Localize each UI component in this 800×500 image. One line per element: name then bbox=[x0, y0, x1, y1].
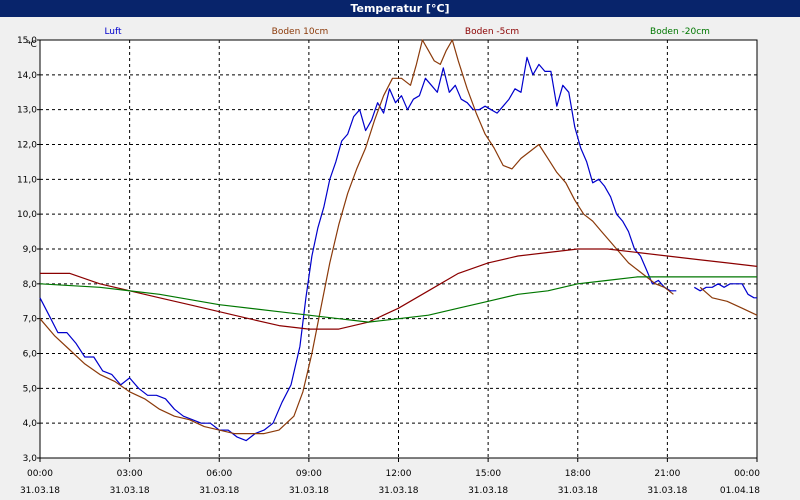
series-line-2 bbox=[39, 39, 758, 435]
series-line-1 bbox=[39, 56, 757, 442]
y-tick-label: 12,0 bbox=[17, 141, 37, 151]
series-line-4 bbox=[39, 276, 757, 323]
x-tick-date: 31.03.18 bbox=[468, 486, 508, 496]
x-tick-time: 06:00 bbox=[206, 469, 232, 479]
x-tick-date: 31.03.18 bbox=[378, 486, 418, 496]
x-tick-time: 09:00 bbox=[296, 469, 322, 479]
x-tick-date: 31.03.18 bbox=[199, 486, 239, 496]
x-axis: 00:00 31.03.18 03:00 31.03.18 06:00 31.03.18 0… bbox=[20, 458, 760, 496]
x-tick-time: 12:00 bbox=[386, 469, 412, 479]
legend-entry-4: Boden -20cm bbox=[650, 27, 710, 37]
x-tick-time: 15:00 bbox=[475, 469, 501, 479]
y-axis: 3,0 4,0 5,0 6,0 7,0 8,0 9,0 10,0 11,0 12,0 13,0 14,… bbox=[17, 36, 40, 464]
window-title: Temperatur [°C] bbox=[0, 0, 800, 17]
y-tick-label: 9,0 bbox=[23, 245, 38, 255]
y-tick-label: 13,0 bbox=[17, 106, 37, 116]
grid-lines bbox=[40, 40, 757, 458]
x-tick-date: 31.03.18 bbox=[110, 486, 150, 496]
x-tick-date: 31.03.18 bbox=[20, 486, 60, 496]
y-tick-label: 8,0 bbox=[23, 280, 38, 290]
legend-entry-3: Boden -5cm bbox=[465, 27, 519, 37]
legend-entry-2: Boden 10cm bbox=[272, 27, 329, 37]
y-tick-label: 3,0 bbox=[23, 454, 38, 464]
y-tick-label: 5,0 bbox=[23, 384, 38, 394]
legend-entry-1: Luft bbox=[104, 27, 122, 37]
x-tick-time: 18:00 bbox=[565, 469, 591, 479]
x-tick-time: 03:00 bbox=[117, 469, 143, 479]
y-tick-label: 11,0 bbox=[17, 175, 37, 185]
y-axis-label: °C bbox=[26, 40, 37, 50]
y-tick-label: 10,0 bbox=[17, 210, 37, 220]
y-tick-label: 15,0 bbox=[17, 36, 37, 46]
x-tick-time: 00:00 bbox=[734, 469, 760, 479]
x-tick-date: 31.03.18 bbox=[647, 486, 687, 496]
series-line-3 bbox=[40, 248, 758, 330]
legend: Luft Boden 10cm Boden -5cm Boden -20cm bbox=[104, 27, 710, 37]
y-tick-label: 4,0 bbox=[23, 419, 38, 429]
y-tick-label: 7,0 bbox=[23, 315, 38, 325]
x-tick-time: 21:00 bbox=[654, 469, 680, 479]
y-tick-label: 14,0 bbox=[17, 71, 37, 81]
y-tick-label: 6,0 bbox=[23, 350, 38, 360]
x-tick-date: 31.03.18 bbox=[558, 486, 598, 496]
x-tick-date: 01.04.18 bbox=[720, 486, 760, 496]
series-lines bbox=[39, 39, 758, 442]
x-tick-time: 00:00 bbox=[27, 469, 53, 479]
x-tick-date: 31.03.18 bbox=[289, 486, 329, 496]
